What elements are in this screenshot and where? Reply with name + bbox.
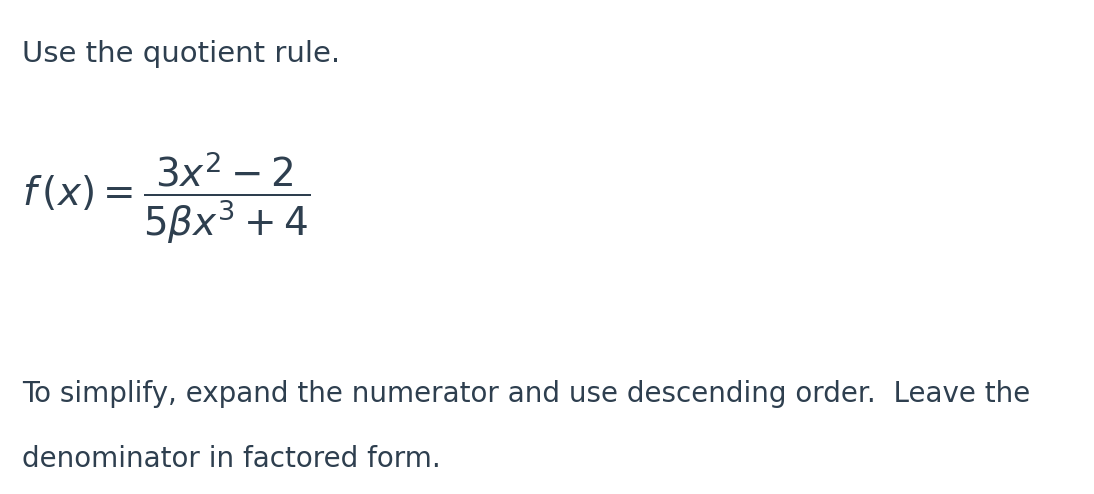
Text: To simplify, expand the numerator and use descending order.  Leave the: To simplify, expand the numerator and us… [22, 380, 1031, 409]
Text: Use the quotient rule.: Use the quotient rule. [22, 40, 340, 68]
Text: denominator in factored form.: denominator in factored form. [22, 445, 441, 473]
Text: $f\,(x) = \dfrac{3x^2-2}{5\beta x^3+4}$: $f\,(x) = \dfrac{3x^2-2}{5\beta x^3+4}$ [22, 149, 310, 246]
